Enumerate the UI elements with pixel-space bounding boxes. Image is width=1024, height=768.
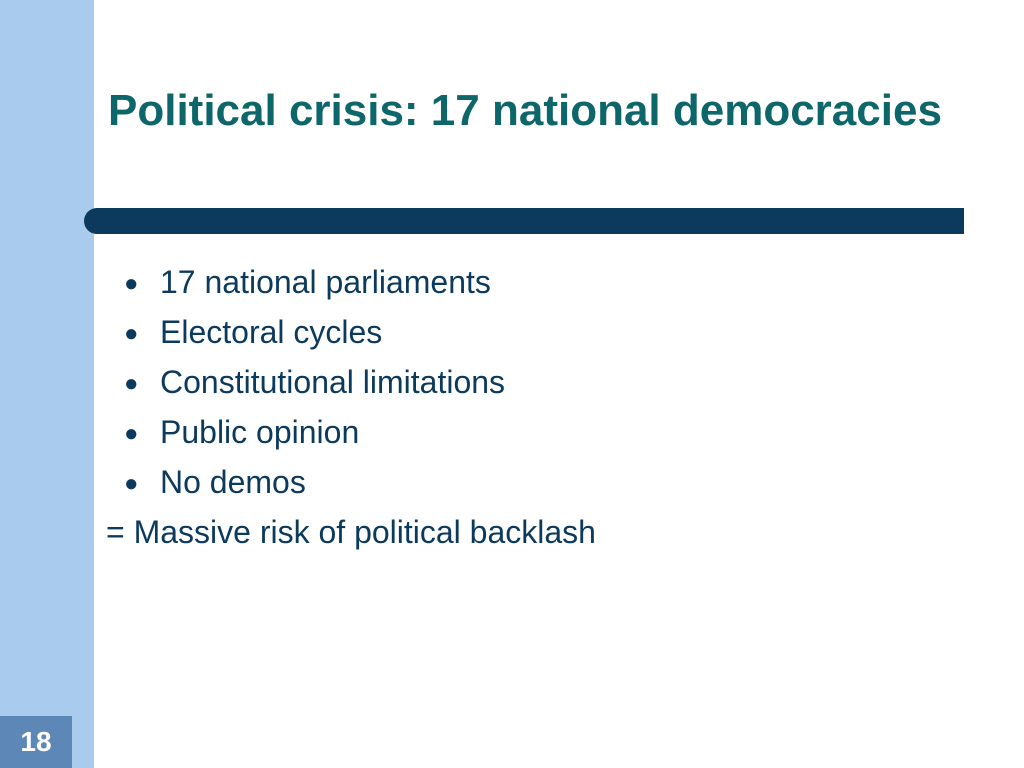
bullet-text: Public opinion — [160, 408, 359, 456]
conclusion-text: = Massive risk of political backlash — [106, 508, 944, 556]
bullet-icon: ● — [124, 416, 160, 452]
bullet-text: Electoral cycles — [160, 308, 382, 356]
bullet-item: ● Constitutional limitations — [124, 358, 944, 406]
bullet-item: ● Electoral cycles — [124, 308, 944, 356]
bullet-text: No demos — [160, 458, 306, 506]
bullet-item: ● Public opinion — [124, 408, 944, 456]
bullet-icon: ● — [124, 466, 160, 502]
page-number: 18 — [0, 716, 72, 768]
bullet-item: ● 17 national parliaments — [124, 258, 944, 306]
bullet-text: Constitutional limitations — [160, 358, 505, 406]
page-number-text: 18 — [20, 726, 51, 758]
bullet-item: ● No demos — [124, 458, 944, 506]
bullet-icon: ● — [124, 316, 160, 352]
slide-title: Political crisis: 17 national democracie… — [108, 86, 968, 137]
slide-content: ● 17 national parliaments ● Electoral cy… — [124, 258, 944, 556]
title-divider — [84, 208, 964, 234]
sidebar-accent — [0, 0, 94, 768]
bullet-icon: ● — [124, 366, 160, 402]
bullet-text: 17 national parliaments — [160, 258, 491, 306]
bullet-icon: ● — [124, 266, 160, 302]
